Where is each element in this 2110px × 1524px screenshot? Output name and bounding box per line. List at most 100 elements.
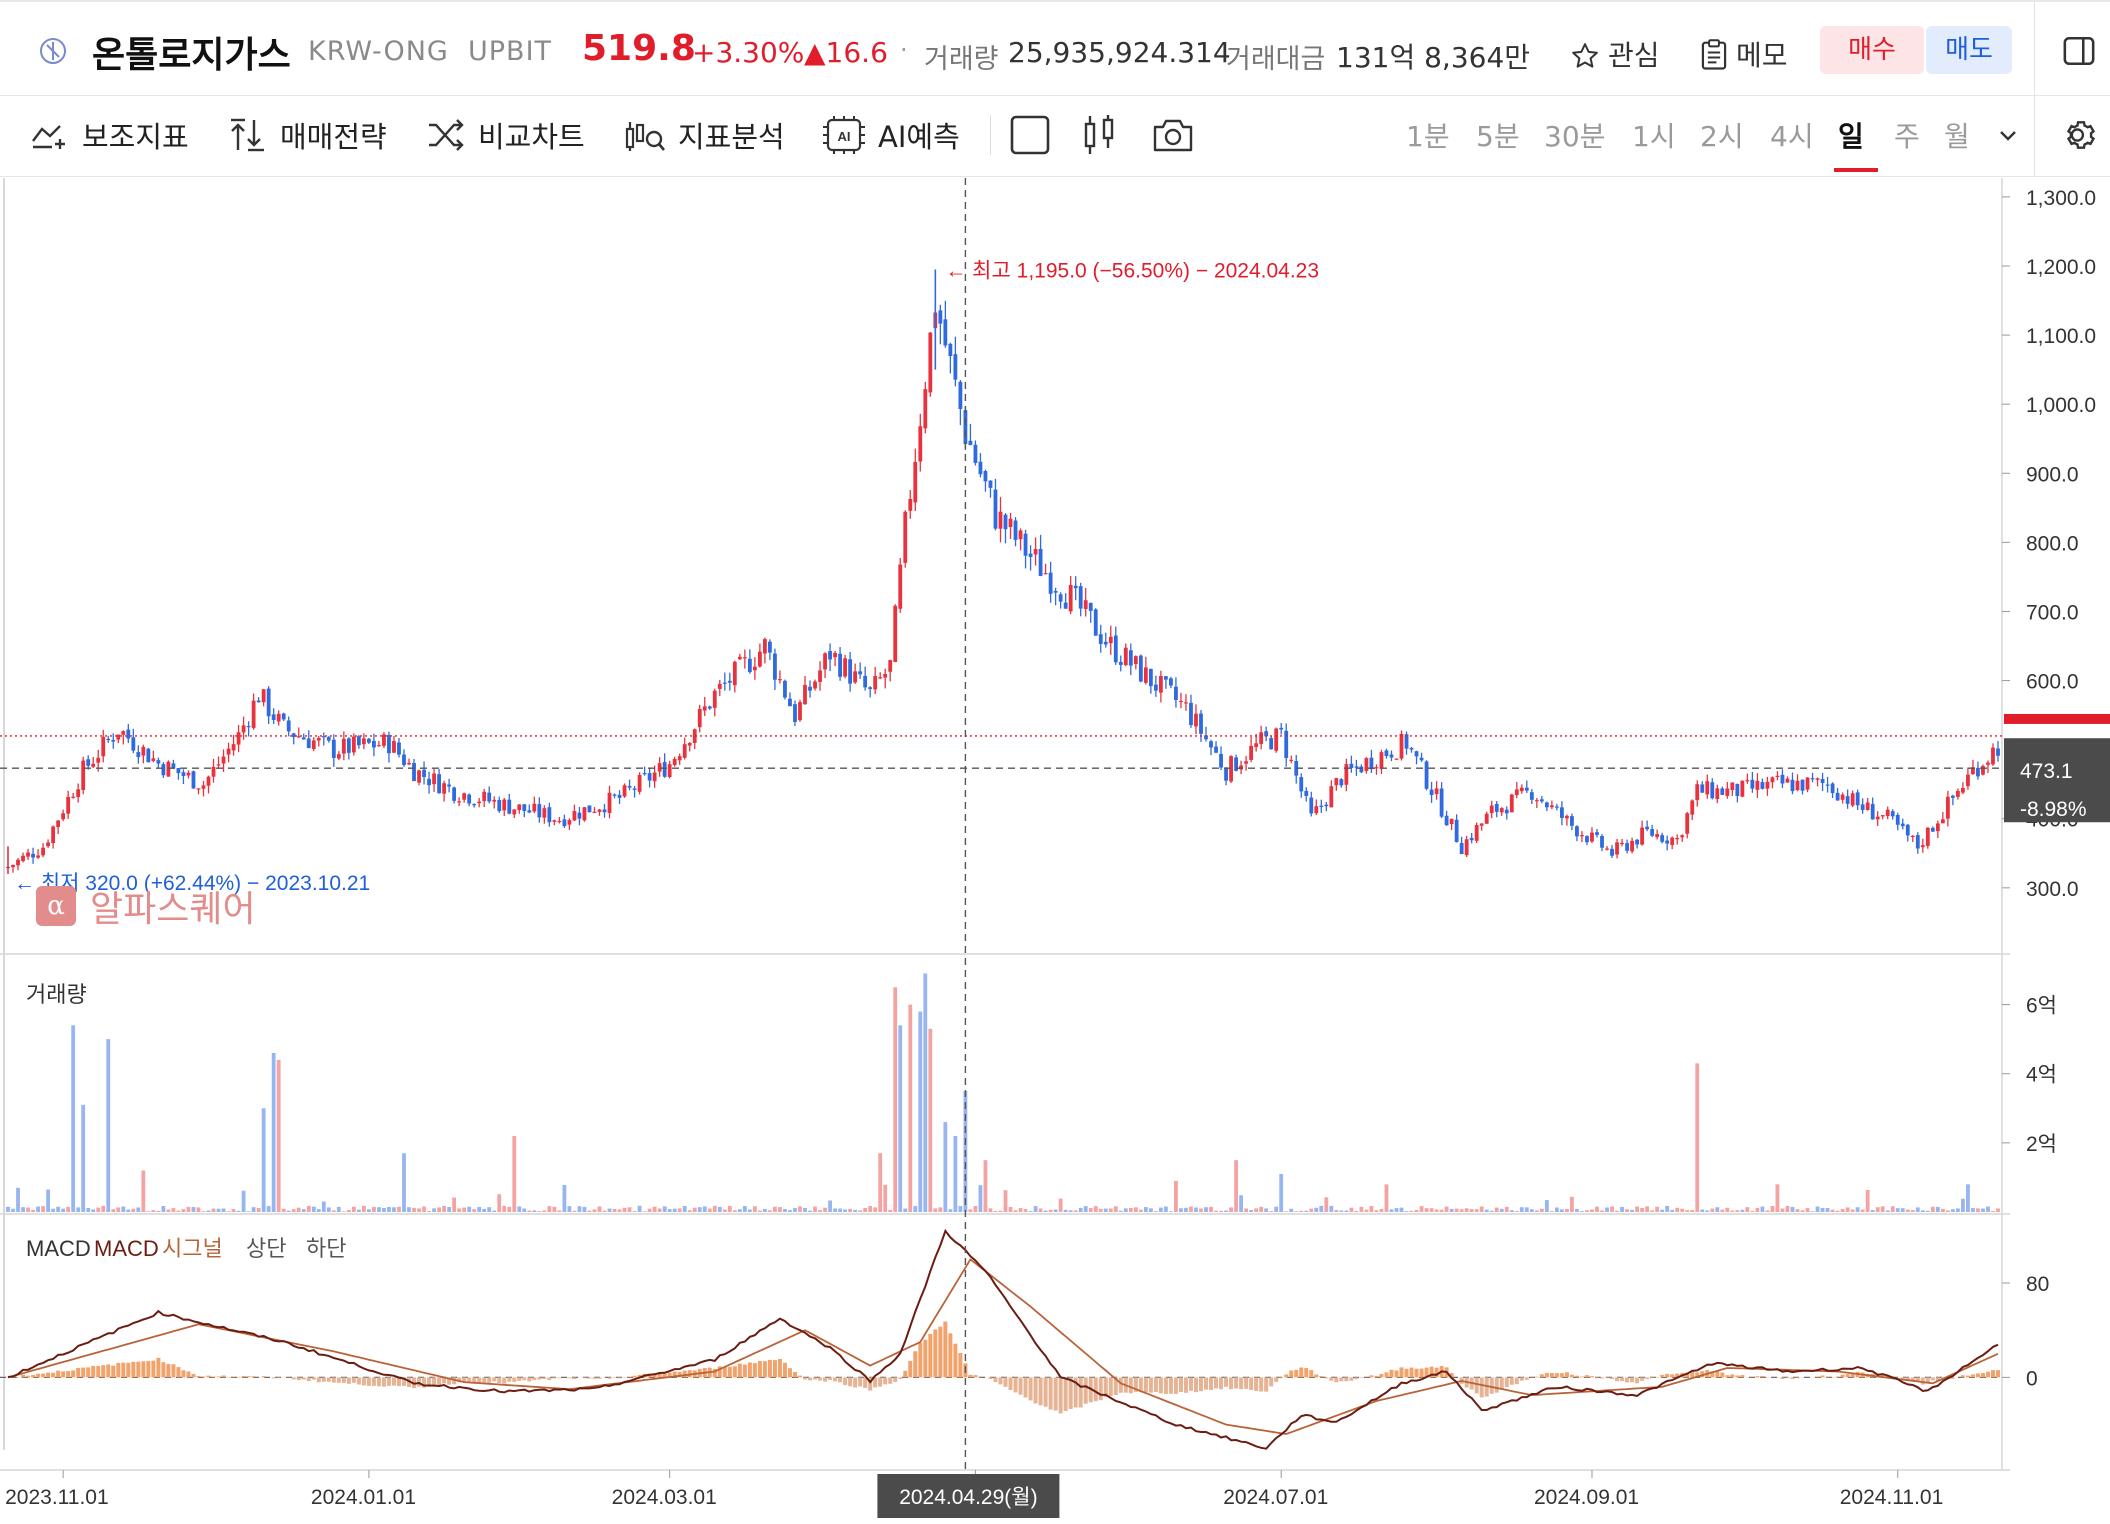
favorite-button[interactable]: 관심 bbox=[1570, 34, 1660, 74]
timeframe-week[interactable]: 주 bbox=[1894, 120, 1920, 153]
candle-body bbox=[1785, 778, 1790, 783]
macd-histogram-bar bbox=[186, 1371, 191, 1378]
macd-histogram-bar bbox=[241, 1376, 246, 1378]
crosshair-price-value: 473.1 bbox=[2020, 760, 2073, 783]
candle-body bbox=[176, 768, 181, 774]
macd-histogram-bar bbox=[557, 1377, 562, 1379]
candle-body bbox=[1148, 668, 1153, 687]
strategy-button[interactable]: 매매전략 bbox=[228, 115, 387, 155]
candle-body bbox=[1805, 777, 1810, 790]
candle-body bbox=[1349, 763, 1354, 769]
volume-bar bbox=[1254, 1208, 1259, 1212]
volume-bar bbox=[1565, 1209, 1569, 1212]
sell-button[interactable]: 매도 bbox=[1926, 26, 2012, 74]
candle-body bbox=[1153, 684, 1158, 691]
candle-body bbox=[1093, 609, 1098, 636]
draw-rect-button[interactable] bbox=[1010, 115, 1062, 155]
candle-body bbox=[1925, 827, 1930, 846]
macd-histogram-bar bbox=[502, 1377, 507, 1384]
panel-layout-icon[interactable] bbox=[2062, 34, 2096, 68]
macd-histogram-bar bbox=[1269, 1377, 1274, 1387]
volume-bar bbox=[1489, 1210, 1494, 1212]
x-axis-label: 2024.11.01 bbox=[1840, 1486, 1944, 1509]
macd-histogram-bar bbox=[261, 1376, 266, 1378]
macd-histogram-bar bbox=[1569, 1374, 1574, 1378]
candle-body bbox=[522, 804, 527, 812]
volume-bar bbox=[577, 1206, 582, 1212]
macd-histogram-bar bbox=[141, 1361, 146, 1378]
analysis-button[interactable]: 지표분석 bbox=[624, 115, 785, 155]
macd-histogram-bar bbox=[823, 1377, 828, 1382]
macd-histogram-bar bbox=[1178, 1377, 1183, 1392]
timeframe-30m[interactable]: 30분 bbox=[1544, 120, 1606, 153]
timeframe-1h[interactable]: 1시 bbox=[1632, 120, 1676, 153]
timeframe-more-button[interactable] bbox=[1996, 115, 2032, 155]
volume-bar bbox=[81, 1104, 86, 1212]
macd-histogram-bar bbox=[1198, 1377, 1204, 1392]
macd-histogram-bar bbox=[1990, 1370, 1995, 1378]
macd-histogram-bar bbox=[1710, 1371, 1715, 1378]
volume-bar bbox=[998, 1210, 1003, 1212]
macd-histogram-bar bbox=[1239, 1377, 1244, 1390]
volume-axis-label: 2억 bbox=[2026, 1133, 2057, 1156]
screenshot-button[interactable] bbox=[1152, 115, 1206, 155]
macd-histogram-bar bbox=[1168, 1377, 1173, 1394]
macd-histogram-bar bbox=[1284, 1374, 1289, 1378]
timeframe-month[interactable]: 월 bbox=[1944, 120, 1970, 153]
timeframe-1m[interactable]: 1분 bbox=[1406, 120, 1450, 153]
candle-body bbox=[1128, 650, 1133, 666]
macd-histogram-bar bbox=[216, 1376, 221, 1378]
volume-bar bbox=[803, 1207, 807, 1212]
volume-bar bbox=[727, 1205, 732, 1212]
timeframe-4h[interactable]: 4시 bbox=[1770, 120, 1814, 153]
macd-histogram-bar bbox=[462, 1377, 467, 1382]
volume-bar bbox=[1986, 1206, 1990, 1212]
volume-bar bbox=[928, 1028, 933, 1212]
macd-histogram-bar bbox=[787, 1368, 792, 1378]
candle-body bbox=[978, 461, 983, 475]
candle-body bbox=[1770, 777, 1775, 783]
timeframe-5m[interactable]: 5분 bbox=[1476, 120, 1520, 153]
ai-forecast-button[interactable]: AI AI예측 bbox=[822, 115, 960, 155]
macd-histogram-bar bbox=[81, 1367, 86, 1378]
candle-body bbox=[1143, 667, 1148, 683]
volume-bar bbox=[1123, 1208, 1128, 1212]
volume-bar bbox=[497, 1194, 502, 1212]
macd-histogram-bar bbox=[913, 1351, 918, 1378]
volume-bar bbox=[522, 1208, 527, 1212]
price-chart[interactable]: 1,300.0 1,200.0 1,100.0 1,000.0 900.0 800.0 70… bbox=[0, 178, 2110, 1524]
memo-button[interactable]: 메모 bbox=[1700, 34, 1788, 74]
timeframe-day[interactable]: 일 bbox=[1838, 120, 1864, 153]
volume-bar bbox=[286, 1210, 291, 1212]
volume-bar bbox=[1910, 1210, 1915, 1212]
x-axis-label: 2024.03.01 bbox=[612, 1486, 717, 1509]
candle-type-button[interactable] bbox=[1082, 115, 1130, 155]
compare-button[interactable]: 비교차트 bbox=[426, 115, 585, 155]
volume-bar bbox=[1184, 1207, 1188, 1212]
candle-body bbox=[607, 792, 612, 813]
volume-bar bbox=[702, 1206, 707, 1212]
indicators-button[interactable]: 보조지표 bbox=[30, 115, 189, 155]
candle-body bbox=[783, 680, 787, 698]
timeframe-2h[interactable]: 2시 bbox=[1700, 120, 1744, 153]
volume-bar bbox=[888, 1209, 893, 1212]
macd-histogram-bar bbox=[1359, 1377, 1364, 1379]
volume-bar bbox=[196, 1207, 201, 1212]
macd-histogram-bar bbox=[1234, 1377, 1239, 1389]
volume-bar bbox=[1244, 1208, 1249, 1212]
buy-button[interactable]: 매수 bbox=[1820, 26, 1924, 74]
macd-histogram-bar bbox=[597, 1377, 602, 1379]
volume-bar bbox=[6, 1206, 10, 1212]
candle-body bbox=[1179, 700, 1183, 703]
volume-bar bbox=[712, 1205, 717, 1212]
candle-body bbox=[171, 763, 176, 768]
volume-bar bbox=[1319, 1205, 1324, 1212]
settings-button[interactable] bbox=[2062, 115, 2110, 155]
candle-body bbox=[131, 737, 136, 751]
candle-body bbox=[1986, 762, 1990, 765]
volume-bar bbox=[953, 1135, 958, 1212]
candle-body bbox=[1369, 757, 1374, 770]
volume-bar bbox=[1249, 1210, 1254, 1212]
macd-histogram-bar bbox=[592, 1377, 597, 1379]
candle-body bbox=[1073, 585, 1078, 589]
